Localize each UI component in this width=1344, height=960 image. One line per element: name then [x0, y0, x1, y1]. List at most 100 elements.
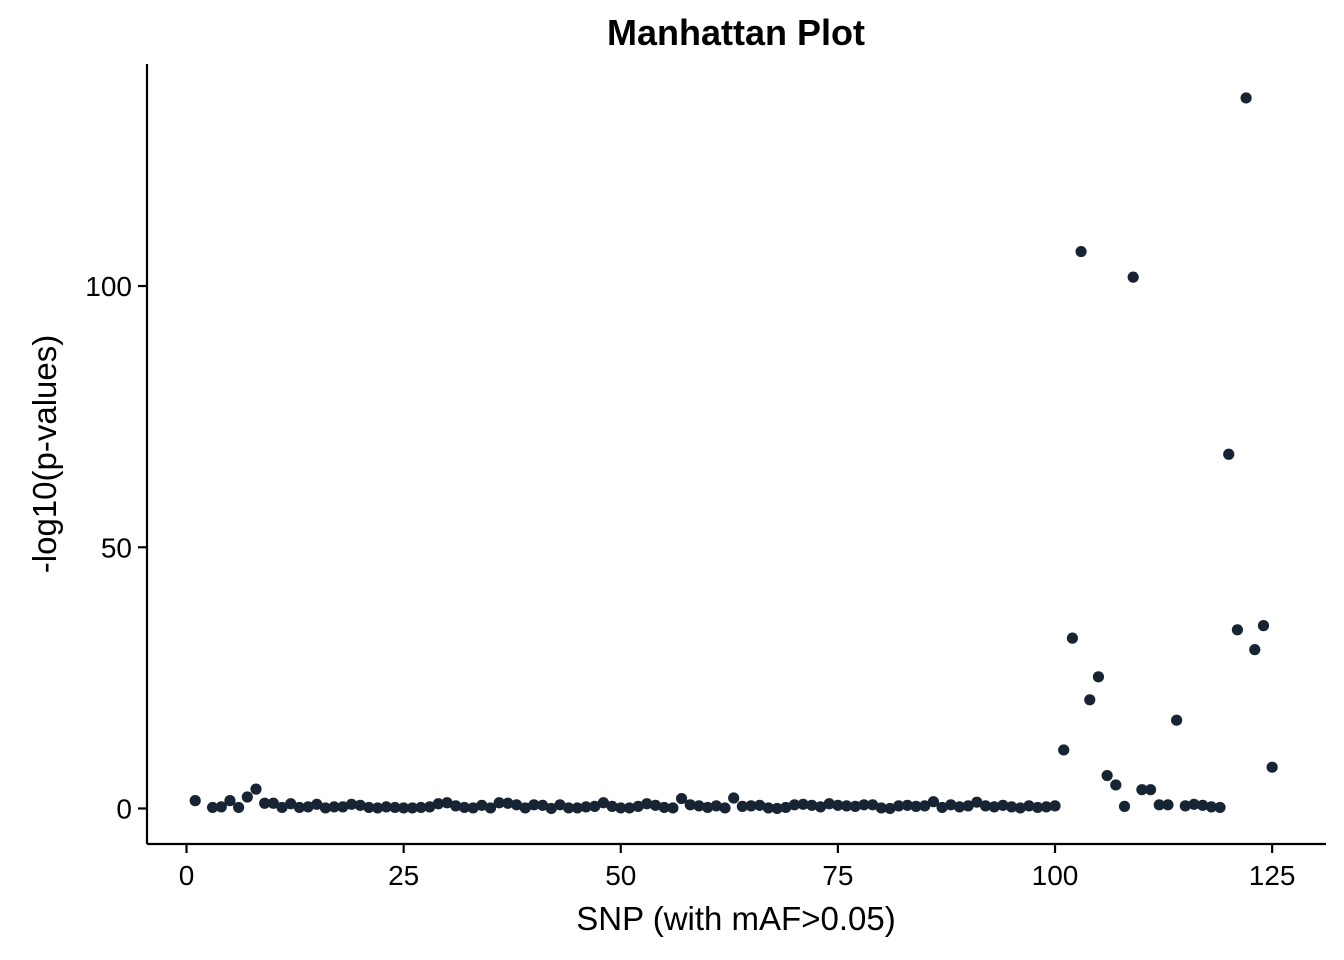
data-point	[285, 798, 297, 810]
data-point	[823, 798, 835, 810]
x-axis-label: SNP (with mAF>0.05)	[576, 900, 895, 937]
data-point	[1006, 801, 1018, 813]
data-point	[233, 801, 245, 814]
data-point	[337, 801, 349, 813]
data-point	[849, 800, 861, 812]
data-point	[241, 791, 253, 803]
data-point	[979, 800, 992, 812]
data-point	[1188, 798, 1200, 810]
data-point	[1171, 714, 1183, 726]
data-point	[649, 799, 662, 811]
data-point	[875, 802, 887, 814]
data-point	[953, 801, 966, 813]
data-point	[901, 799, 913, 811]
data-point	[363, 801, 375, 814]
data-point	[345, 798, 358, 810]
data-point	[1153, 799, 1165, 811]
data-point	[1092, 671, 1105, 683]
data-point	[293, 801, 306, 814]
y-tick-label: 0	[116, 793, 132, 824]
data-point	[771, 802, 783, 815]
data-point	[259, 797, 271, 809]
y-axis: 0 50 100	[85, 64, 149, 844]
x-tick-label: 0	[179, 860, 195, 891]
data-point	[267, 797, 279, 809]
data-point	[571, 802, 583, 814]
data-point	[1127, 271, 1139, 283]
x-axis: 0 25 50 75 100 125	[147, 842, 1326, 891]
data-point	[206, 801, 219, 814]
y-axis-label: -log10(p-values)	[26, 335, 63, 573]
data-point	[606, 800, 618, 812]
data-point	[415, 801, 427, 814]
data-point	[1014, 802, 1026, 814]
data-point	[658, 801, 670, 814]
data-point	[867, 799, 879, 811]
data-point	[502, 797, 514, 809]
data-point	[623, 802, 636, 814]
data-point	[745, 800, 757, 812]
data-point	[380, 801, 392, 813]
data-point	[389, 801, 401, 814]
data-point	[1179, 800, 1191, 812]
data-point	[1049, 800, 1061, 812]
data-point	[1240, 92, 1252, 104]
data-point	[814, 801, 827, 813]
data-point	[1136, 784, 1148, 796]
data-point	[224, 795, 236, 807]
data-point	[1040, 801, 1052, 813]
data-point	[328, 801, 340, 813]
data-point	[806, 799, 818, 811]
y-tick-label: 100	[85, 271, 132, 302]
data-point	[1144, 784, 1157, 796]
chart-title: Manhattan Plot	[607, 12, 865, 53]
data-point	[988, 801, 1000, 813]
data-point	[840, 800, 853, 812]
data-point	[719, 802, 731, 814]
data-point	[1266, 761, 1278, 773]
x-tick-label: 25	[388, 860, 419, 891]
data-point	[510, 799, 523, 811]
data-point	[936, 801, 948, 814]
data-point	[832, 799, 844, 811]
data-point	[311, 798, 323, 810]
data-point	[528, 799, 540, 811]
data-point	[537, 799, 549, 811]
data-point	[710, 800, 722, 812]
data-point	[962, 800, 974, 812]
data-point	[580, 801, 592, 813]
data-point	[189, 795, 201, 807]
data-point	[1032, 801, 1044, 814]
data-point	[675, 792, 688, 805]
data-point	[858, 799, 870, 811]
data-point	[893, 800, 905, 812]
data-point	[797, 798, 809, 810]
data-point	[589, 800, 601, 812]
data-point	[563, 802, 575, 814]
data-point	[702, 801, 714, 814]
data-point	[467, 802, 479, 814]
data-point	[1231, 624, 1244, 636]
data-point	[519, 802, 531, 814]
x-tick-label: 125	[1249, 860, 1296, 891]
data-point	[276, 801, 288, 814]
x-tick-label: 100	[1032, 860, 1079, 891]
data-point	[684, 799, 696, 811]
data-point	[762, 802, 775, 814]
data-point	[728, 792, 740, 804]
data-point	[1205, 801, 1217, 813]
data-point	[1066, 632, 1078, 644]
data-point	[1023, 800, 1035, 812]
data-point	[971, 796, 983, 808]
x-tick-label: 75	[822, 860, 853, 891]
data-point	[1162, 799, 1174, 811]
data-point	[371, 802, 384, 814]
data-point	[1058, 744, 1070, 756]
data-point	[945, 799, 957, 811]
data-point	[910, 800, 922, 812]
data-point	[250, 783, 262, 795]
data-point	[597, 797, 610, 809]
data-point	[215, 801, 227, 813]
data-point	[450, 800, 462, 812]
